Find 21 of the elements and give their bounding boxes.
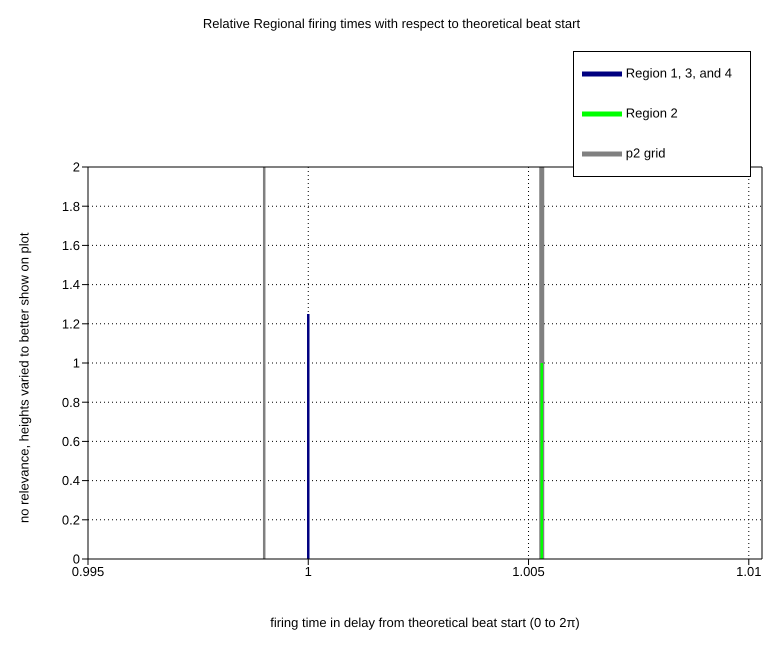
y-tick-label: 0.8 [62, 394, 80, 410]
y-tick-label: 0.2 [62, 512, 80, 528]
x-tick-label: 1.01 [736, 564, 762, 580]
y-tick-label: 0.6 [62, 434, 80, 450]
legend-label: p2 grid [626, 145, 666, 160]
y-tick-label: 1.4 [62, 277, 80, 292]
legend-label: Region 2 [626, 105, 678, 120]
x-tick-label: 1 [304, 564, 312, 580]
chart-title: Relative Regional firing times with respect to theoretical beat start [202, 16, 582, 31]
y-axis-title: no relevance, heights varied to better show on plot [16, 232, 32, 523]
y-tick-label: 1.2 [62, 316, 80, 332]
x-tick-label: 1.005 [512, 564, 545, 580]
legend-label: Region 1, 3, and 4 [626, 65, 732, 80]
x-axis-title: firing time in delay from theoretical beat start (0 to 2π) [270, 615, 580, 630]
y-tick-label: 1 [72, 356, 80, 371]
y-tick-label: 0 [72, 552, 80, 567]
y-tick-label: 2 [72, 160, 80, 175]
y-tick-label: 1.8 [62, 198, 80, 214]
y-tick-label: 0.4 [62, 473, 80, 488]
x-tick-label: 0.995 [72, 564, 104, 580]
y-tick-label: 1.6 [62, 238, 80, 254]
